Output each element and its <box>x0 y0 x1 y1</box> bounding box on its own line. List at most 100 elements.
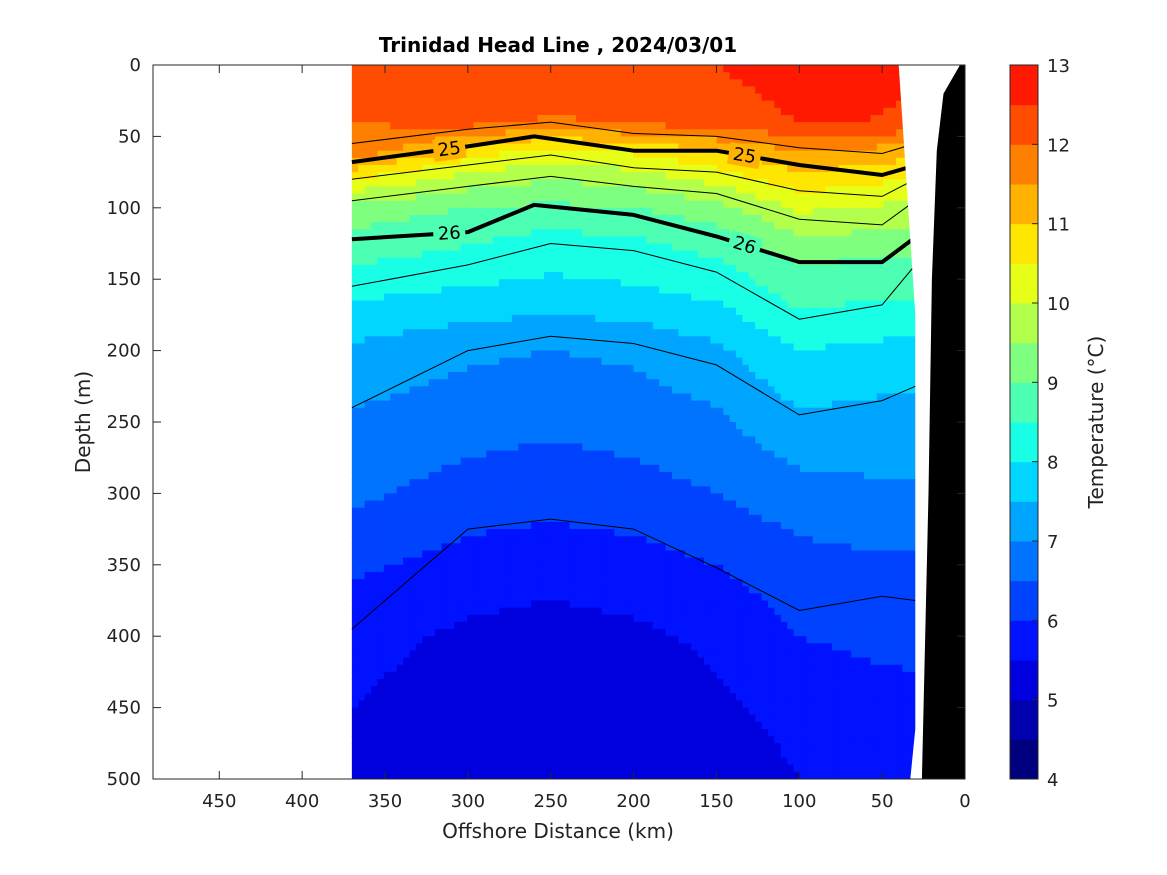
heat-cell <box>543 286 551 295</box>
heat-cell <box>486 293 494 302</box>
heat-cell <box>563 400 571 409</box>
heat-cell <box>601 729 609 737</box>
heat-cell <box>492 707 500 716</box>
heat-cell <box>646 79 654 88</box>
heat-cell <box>409 114 417 123</box>
heat-cell <box>582 229 590 237</box>
heat-cell <box>543 607 551 616</box>
heat-cell <box>479 729 487 737</box>
heat-cell <box>428 586 436 594</box>
heat-cell <box>447 729 455 737</box>
heat-cell <box>377 186 385 195</box>
heat-cell <box>351 636 359 644</box>
heat-cell <box>390 593 398 602</box>
heat-cell <box>569 557 577 566</box>
heat-cell <box>505 479 513 487</box>
heat-cell <box>569 72 577 80</box>
heat-cell <box>460 314 468 323</box>
heat-cell <box>569 236 577 245</box>
heat-cell <box>351 486 359 494</box>
heat-cell <box>537 686 545 694</box>
heat-cell <box>588 450 596 459</box>
heat-cell <box>454 629 462 637</box>
heat-cell <box>460 714 468 723</box>
heat-cell <box>403 550 411 559</box>
heat-cell <box>537 86 545 95</box>
heat-cell <box>563 500 571 509</box>
heat-cell <box>505 443 513 452</box>
heat-cell <box>422 279 430 287</box>
heat-cell <box>646 236 654 245</box>
heat-cell <box>556 743 564 752</box>
heat-cell <box>415 529 423 537</box>
heat-cell <box>537 479 545 487</box>
heat-cell <box>396 286 404 295</box>
heat-cell <box>665 521 673 530</box>
heat-cell <box>505 214 513 223</box>
heat-cell <box>518 550 526 559</box>
heat-cell <box>390 343 398 352</box>
heat-cell <box>409 207 417 216</box>
heat-cell <box>383 257 391 266</box>
heat-cell <box>569 179 577 187</box>
heat-cell <box>511 293 519 302</box>
heat-cell <box>607 186 615 195</box>
heat-cell <box>358 414 366 423</box>
heat-cell <box>390 379 398 387</box>
heat-cell <box>607 500 615 509</box>
heat-cell <box>473 686 481 694</box>
heat-cell <box>556 114 564 123</box>
heat-cell <box>518 543 526 552</box>
heat-cell <box>524 707 532 716</box>
heat-cell <box>505 357 513 366</box>
heat-cell <box>627 264 635 273</box>
heat-cell <box>652 186 660 195</box>
heat-cell <box>403 757 411 766</box>
heat-cell <box>607 257 615 266</box>
heat-cell <box>364 486 372 494</box>
heat-cell <box>659 93 667 102</box>
heat-cell <box>479 529 487 537</box>
heat-cell <box>659 764 667 773</box>
heat-cell <box>639 329 647 337</box>
heat-cell <box>601 721 609 730</box>
heat-cell <box>627 114 635 123</box>
heat-cell <box>543 557 551 566</box>
heat-cell <box>415 129 423 137</box>
heat-cell <box>627 500 635 509</box>
heat-cell <box>575 693 583 702</box>
heat-cell <box>627 172 635 180</box>
heat-cell <box>524 350 532 359</box>
heat-cell <box>550 150 558 159</box>
heat-cell <box>524 757 532 766</box>
heat-cell <box>428 293 436 302</box>
heat-cell <box>454 514 462 523</box>
heat-cell <box>473 486 481 494</box>
heat-cell <box>358 243 366 252</box>
heat-cell <box>582 114 590 123</box>
heat-cell <box>383 693 391 702</box>
heat-cell <box>422 529 430 537</box>
heat-cell <box>364 329 372 337</box>
heat-cell <box>371 386 379 395</box>
heat-cell <box>479 322 487 330</box>
heat-cell <box>524 764 532 773</box>
heat-cell <box>428 186 436 195</box>
heat-cell <box>550 379 558 387</box>
heat-cell <box>646 700 654 709</box>
heat-cell <box>486 136 494 145</box>
heat-cell <box>467 364 475 373</box>
heat-cell <box>665 657 673 666</box>
heat-cell <box>588 250 596 259</box>
heat-cell <box>575 714 583 723</box>
heat-cell <box>633 222 641 230</box>
heat-cell <box>511 307 519 316</box>
heat-cell <box>479 721 487 730</box>
heat-cell <box>556 322 564 330</box>
heat-cell <box>665 614 673 623</box>
heat-cell <box>390 129 398 137</box>
heat-cell <box>633 650 641 659</box>
heat-cell <box>428 643 436 652</box>
heat-cell <box>646 621 654 630</box>
heat-cell <box>563 200 571 209</box>
